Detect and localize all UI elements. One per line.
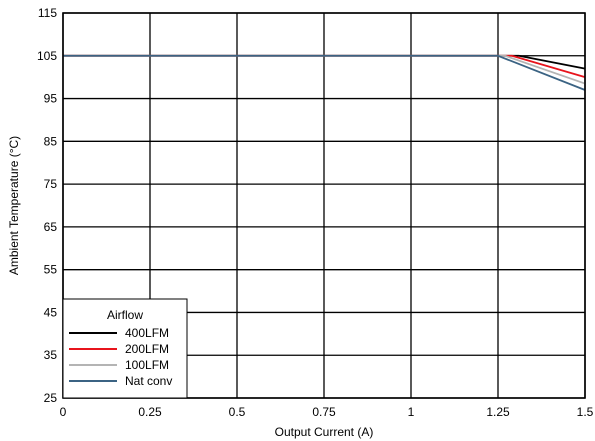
x-tick-label: 0.25: [138, 405, 162, 419]
x-tick-label: 0.75: [312, 405, 336, 419]
legend-label-nat-conv: Nat conv: [125, 374, 172, 388]
legend-label-200lfm: 200LFM: [125, 342, 169, 356]
y-tick-label: 85: [44, 134, 58, 148]
x-tick-label: 0.5: [229, 405, 246, 419]
y-tick-label: 55: [44, 263, 58, 277]
x-tick-label: 1.5: [577, 405, 594, 419]
legend-items: 400LFM 200LFM 100LFM Nat conv: [69, 326, 172, 388]
legend-label-400lfm: 400LFM: [125, 326, 169, 340]
y-tick-label: 25: [44, 391, 58, 405]
x-tick-label: 1.25: [486, 405, 510, 419]
y-tick-label: 65: [44, 220, 58, 234]
y-axis-title: Ambient Temperature (°C): [7, 136, 21, 275]
x-axis-ticks: 0 0.25 0.5 0.75 1 1.25 1.5: [60, 405, 594, 419]
y-tick-label: 105: [37, 49, 57, 63]
x-tick-label: 1: [408, 405, 415, 419]
y-tick-label: 35: [44, 348, 58, 362]
series-line-nat-conv: [63, 54, 586, 91]
legend: Airflow 400LFM 200LFM 100LFM Nat conv: [62, 298, 188, 399]
y-tick-label: 115: [38, 6, 57, 20]
y-tick-label: 45: [44, 305, 58, 319]
series: [63, 54, 586, 91]
x-tick-label: 0: [60, 405, 67, 419]
y-axis-ticks: 25 35 45 55 65 75 85 95 105 115: [37, 6, 57, 405]
legend-label-100lfm: 100LFM: [125, 358, 169, 372]
x-axis-title: Output Current (A): [275, 425, 374, 439]
y-tick-label: 75: [44, 177, 58, 191]
plot-area-frame: [62, 12, 586, 399]
legend-title: Airflow: [107, 308, 143, 322]
y-tick-label: 95: [44, 92, 58, 106]
